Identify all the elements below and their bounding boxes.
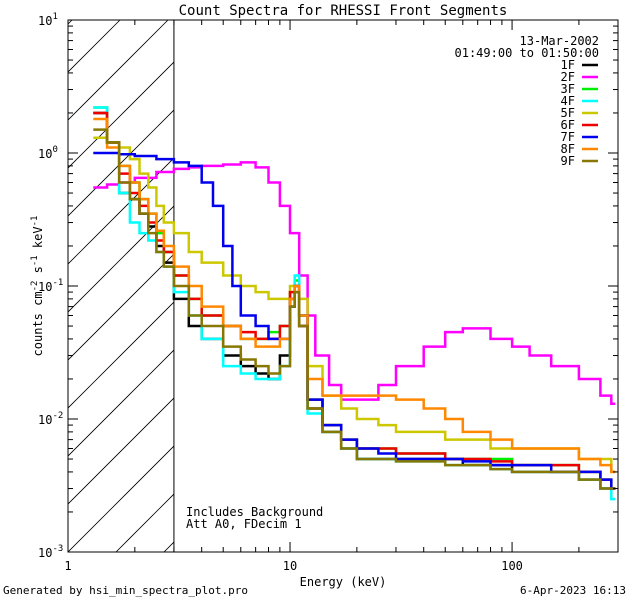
- legend-label-6f: 6F: [561, 118, 575, 132]
- y-tick-label: 101: [38, 12, 58, 28]
- series-group: [93, 106, 616, 501]
- chart-title: Count Spectra for RHESSI Front Segments: [179, 3, 508, 19]
- legend-label-9f: 9F: [561, 154, 575, 168]
- x-axis-label: Energy (keV): [300, 575, 387, 589]
- legend-label-2f: 2F: [561, 70, 575, 84]
- legend-label-1f: 1F: [561, 58, 575, 72]
- hatch-line: [0, 20, 24, 552]
- x-tick-label: 100: [501, 559, 523, 573]
- axis-ticks: [67, 20, 619, 553]
- y-axis-label-mid-1: s: [31, 266, 45, 280]
- y-axis-label-exp-1: -2: [30, 281, 40, 292]
- y-axis-label-mid-2: keV: [31, 226, 45, 255]
- series-1f-line: [93, 111, 616, 490]
- x-tick-label: 1: [64, 559, 71, 573]
- legend-label-5f: 5F: [561, 106, 575, 120]
- y-tick-label: 100: [38, 145, 58, 161]
- y-axis-label-base: counts cm: [31, 291, 45, 356]
- y-axis-label-exp-2: -1: [30, 255, 40, 266]
- observation-time-range: 01:49:00 to 01:50:00: [455, 46, 600, 60]
- hatch-line: [68, 253, 174, 361]
- footer-generator: Generated by hsi_min_spectra_plot.pro: [3, 584, 248, 597]
- series-3f-line: [93, 106, 616, 490]
- x-tick-label: 10: [283, 559, 297, 573]
- hatch-line: [68, 20, 169, 121]
- footer-timestamp: 6-Apr-2023 16:13: [520, 584, 626, 597]
- y-tick-labels: 101 100 10-1 10-2 10-3: [38, 12, 63, 560]
- y-tick-label: 10-2: [38, 411, 63, 427]
- legend-label-8f: 8F: [561, 142, 575, 156]
- hatch-line: [68, 205, 174, 313]
- legend-label-3f: 3F: [561, 82, 575, 96]
- series-8f-line: [93, 117, 616, 474]
- series-9f-line: [93, 128, 616, 490]
- y-axis-label: counts cm-2 s-1 keV-1: [30, 216, 45, 357]
- y-tick-label: 10-1: [38, 278, 63, 294]
- x-tick-labels: 1 10 100: [64, 559, 523, 573]
- annotation-attenuator: Att A0, FDecim 1: [186, 517, 302, 531]
- legend-label-7f: 7F: [561, 130, 575, 144]
- hatch-line: [68, 61, 174, 169]
- series-6f-line: [93, 111, 616, 490]
- observation-date: 13-Mar-2002: [520, 34, 599, 48]
- annotation-background: Includes Background: [186, 505, 323, 519]
- series-7f-line: [93, 151, 616, 490]
- hatch-line: [68, 397, 174, 505]
- series-2f-line: [93, 161, 616, 406]
- legend-label-4f: 4F: [561, 94, 575, 108]
- y-tick-label: 10-3: [38, 544, 63, 560]
- y-axis-label-exp-3: -1: [30, 216, 40, 227]
- hatch-line: [68, 445, 174, 552]
